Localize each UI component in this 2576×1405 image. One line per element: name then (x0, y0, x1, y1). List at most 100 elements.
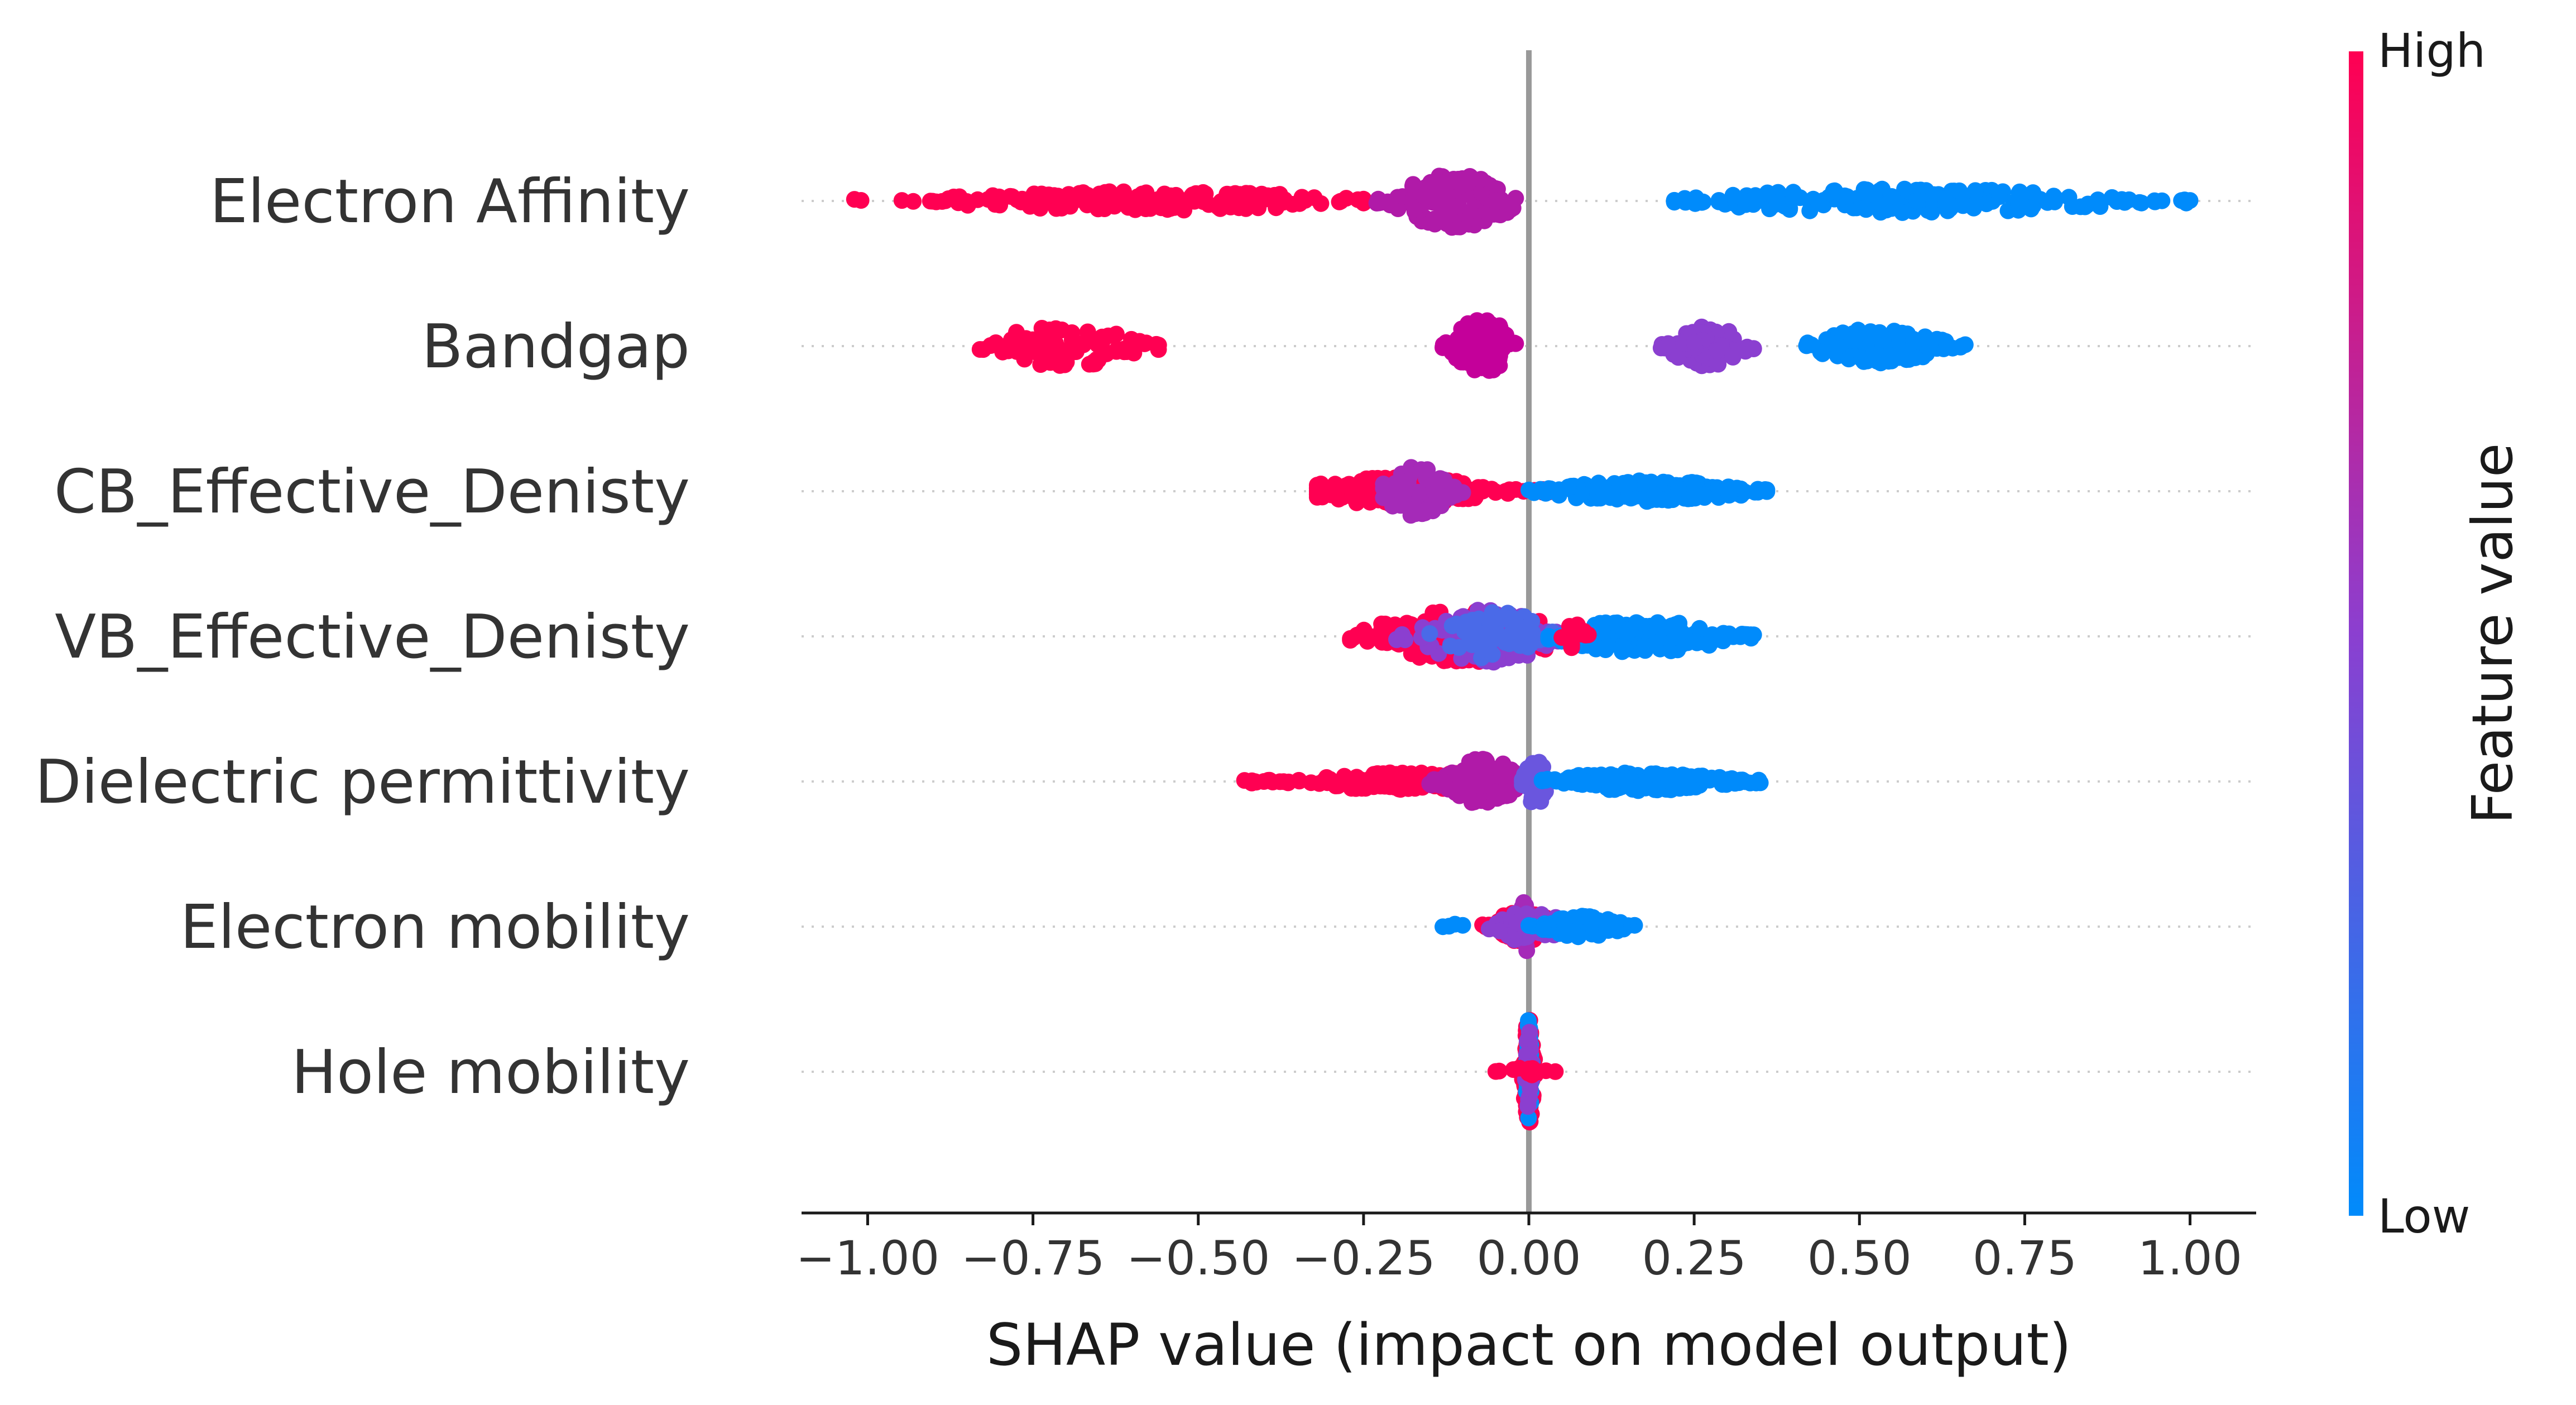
shap-point (1349, 191, 1366, 208)
shap-point (1451, 218, 1469, 236)
shap-point (1534, 921, 1552, 938)
shap-point (1330, 777, 1347, 794)
shap-point (1925, 186, 1942, 203)
shap-point (2146, 193, 2164, 210)
shap-point (1563, 636, 1580, 654)
shap-point (1622, 621, 1639, 639)
shap-point (2072, 198, 2089, 215)
shap-point (1810, 195, 1827, 212)
shap-point (2039, 194, 2056, 211)
shap-point (1230, 199, 1248, 217)
shap-point (1384, 497, 1401, 515)
shap-point (1636, 637, 1653, 654)
shap-point (1581, 908, 1598, 926)
shap-point (1098, 184, 1115, 202)
shap-point (1814, 345, 1831, 362)
shap-point (1855, 181, 1873, 198)
shap-point (1907, 349, 1924, 366)
shap-point (1107, 325, 1125, 343)
shap-point (958, 193, 975, 210)
shap-point (1861, 334, 1878, 351)
shap-point (1616, 773, 1634, 790)
colorbar-low-label: Low (2378, 1189, 2470, 1244)
shap-point (1490, 1062, 1508, 1080)
shap-point (1648, 491, 1666, 508)
shap-point (1639, 476, 1656, 493)
shap-point (1680, 771, 1697, 788)
shap-point (2121, 191, 2138, 208)
shap-point (1472, 171, 1490, 188)
shap-point (1447, 765, 1465, 783)
shap-point (1661, 336, 1678, 353)
shap-point (1015, 192, 1033, 209)
shap-point (1556, 917, 1574, 934)
feature-label: Electron mobility (180, 893, 690, 962)
shap-point (1410, 483, 1427, 501)
shap-point (1473, 184, 1490, 201)
shap-point (852, 192, 870, 209)
shap-point (1750, 771, 1767, 789)
shap-point (1617, 488, 1634, 505)
x-tick-label: 0.00 (1476, 1231, 1581, 1286)
feature-label: Electron Affinity (210, 167, 690, 237)
shap-point (1671, 615, 1687, 632)
colorbar-high-label: High (2378, 23, 2486, 78)
shap-point (2177, 194, 2194, 211)
shap-point (1291, 771, 1307, 789)
shap-point (1908, 193, 1926, 210)
shap-point (1365, 628, 1382, 645)
shap-point (1388, 770, 1405, 787)
shap-point (1745, 340, 1762, 357)
feature-label: Dielectric permittivity (35, 747, 690, 817)
shap-point (1701, 771, 1718, 789)
feature-label: Hole mobility (291, 1038, 690, 1107)
shap-point (1839, 188, 1856, 205)
shap-point (1687, 195, 1704, 212)
shap-point (1481, 614, 1499, 631)
shap-point (1483, 481, 1500, 498)
shap-point (1466, 751, 1484, 768)
shap-point (1375, 479, 1392, 497)
shap-point (1270, 195, 1288, 213)
shap-point (1951, 182, 1968, 199)
shap-point (1485, 361, 1502, 378)
shap-point (1221, 186, 1239, 203)
shap-point (1874, 332, 1892, 349)
shap-point (1905, 335, 1922, 352)
shap-point (1682, 480, 1700, 497)
shap-point (1991, 188, 2008, 205)
feature-label: VB_Effective_Denisty (55, 602, 690, 672)
shap-point (1883, 188, 1901, 205)
shap-point (2010, 196, 2027, 213)
shap-point (1168, 199, 1185, 215)
shap-point (1275, 773, 1292, 790)
shap-point (1059, 191, 1076, 208)
shap-point (1430, 173, 1447, 190)
shap-point (1053, 349, 1070, 366)
shap-point (1648, 781, 1666, 799)
shap-point (1393, 473, 1411, 490)
shap-point (1153, 191, 1170, 208)
shap-point (1150, 341, 1167, 358)
shap-point (1644, 765, 1662, 783)
shap-point (1500, 483, 1518, 501)
shap-point (1524, 624, 1541, 641)
shap-point (1708, 342, 1725, 359)
shap-point (2103, 189, 2121, 206)
shap-point (1494, 609, 1512, 626)
colorbar-gradient (2349, 51, 2363, 1216)
shap-point (1600, 637, 1616, 655)
shap-point (1210, 198, 1227, 215)
shap-point (1087, 195, 1105, 213)
x-axis-title: SHAP value (impact on model output) (986, 1312, 2071, 1379)
shap-point (1768, 194, 1786, 211)
x-tick-label: 0.75 (1973, 1231, 2077, 1286)
shap-point (1450, 198, 1467, 215)
shap-point (1710, 356, 1727, 373)
shap-point (1441, 918, 1457, 935)
shap-point (1881, 347, 1898, 364)
shap-point (1598, 920, 1615, 937)
shap-point (1369, 770, 1385, 787)
shap-point (1419, 461, 1436, 478)
shap-point (1250, 199, 1267, 217)
